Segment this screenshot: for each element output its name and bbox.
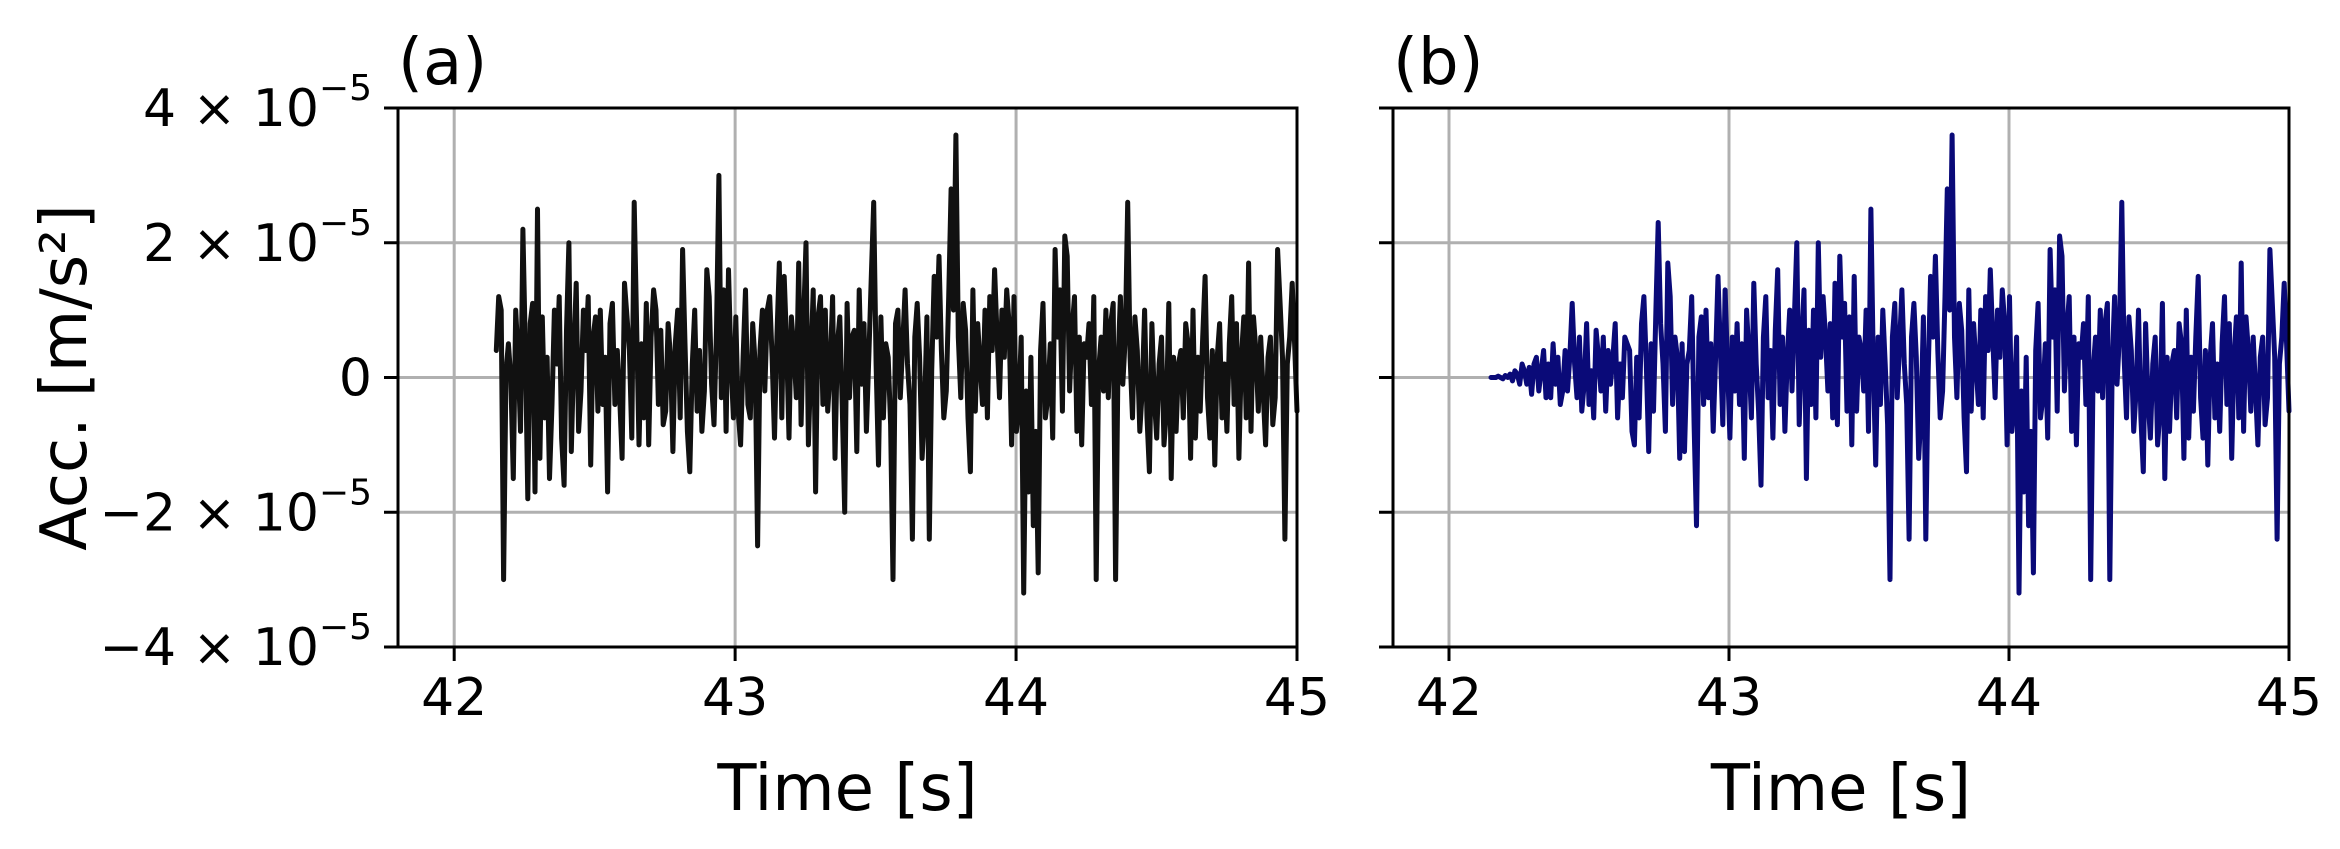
- panel-b-x-tick-label-3: 45: [2256, 668, 2322, 728]
- panel-b-x-tick-label-2: 44: [1976, 668, 2042, 728]
- panel-b-x-tick-labels: 42 43 44 45: [1416, 668, 2322, 728]
- panel-a-y-axis-label: Acc. [m/s²]: [28, 204, 102, 551]
- panel-a-y-tick-label-2: 0: [339, 349, 372, 409]
- panel-a-y-tick-label-4: −4 × 10−5: [99, 607, 372, 678]
- panel-a-label: (a): [398, 26, 487, 100]
- panel-b-series-line: [1488, 132, 2292, 596]
- panel-b-x-tick-label-0: 42: [1416, 668, 1482, 728]
- panel-a-y-tick-label-3: −2 × 10−5: [99, 472, 372, 543]
- panel-a-x-tick-label-3: 45: [1264, 668, 1330, 728]
- panel-b: 42 43 44 45 (b) Time [s]: [1379, 26, 2322, 826]
- panel-a-x-tick-label-2: 44: [983, 668, 1049, 728]
- panel-a-x-tick-labels: 42 43 44 45: [421, 668, 1330, 728]
- panel-a-y-tick-labels: 4 × 10−5 2 × 10−5 0 −2 × 10−5 −4 × 10−5: [99, 68, 372, 678]
- panel-b-x-axis-label: Time [s]: [1710, 752, 1971, 826]
- panel-a-series-line: [493, 132, 1300, 596]
- panel-a: 42 43 44 45 4 × 10−5 2 × 10−5 0 −2 × 10−5 −4 × …: [28, 26, 1330, 826]
- panel-a-y-tick-label-0: 4 × 10−5: [143, 68, 372, 139]
- panel-a-x-tick-label-0: 42: [421, 668, 487, 728]
- panel-a-y-tick-label-1: 2 × 10−5: [143, 203, 372, 274]
- panel-a-x-axis-label: Time [s]: [716, 752, 977, 826]
- panel-b-ticks: [1379, 106, 2291, 661]
- panel-a-x-tick-label-1: 43: [702, 668, 768, 728]
- panel-b-label: (b): [1393, 26, 1484, 100]
- panel-b-x-tick-label-1: 43: [1696, 668, 1762, 728]
- panel-a-ticks: [384, 106, 1299, 661]
